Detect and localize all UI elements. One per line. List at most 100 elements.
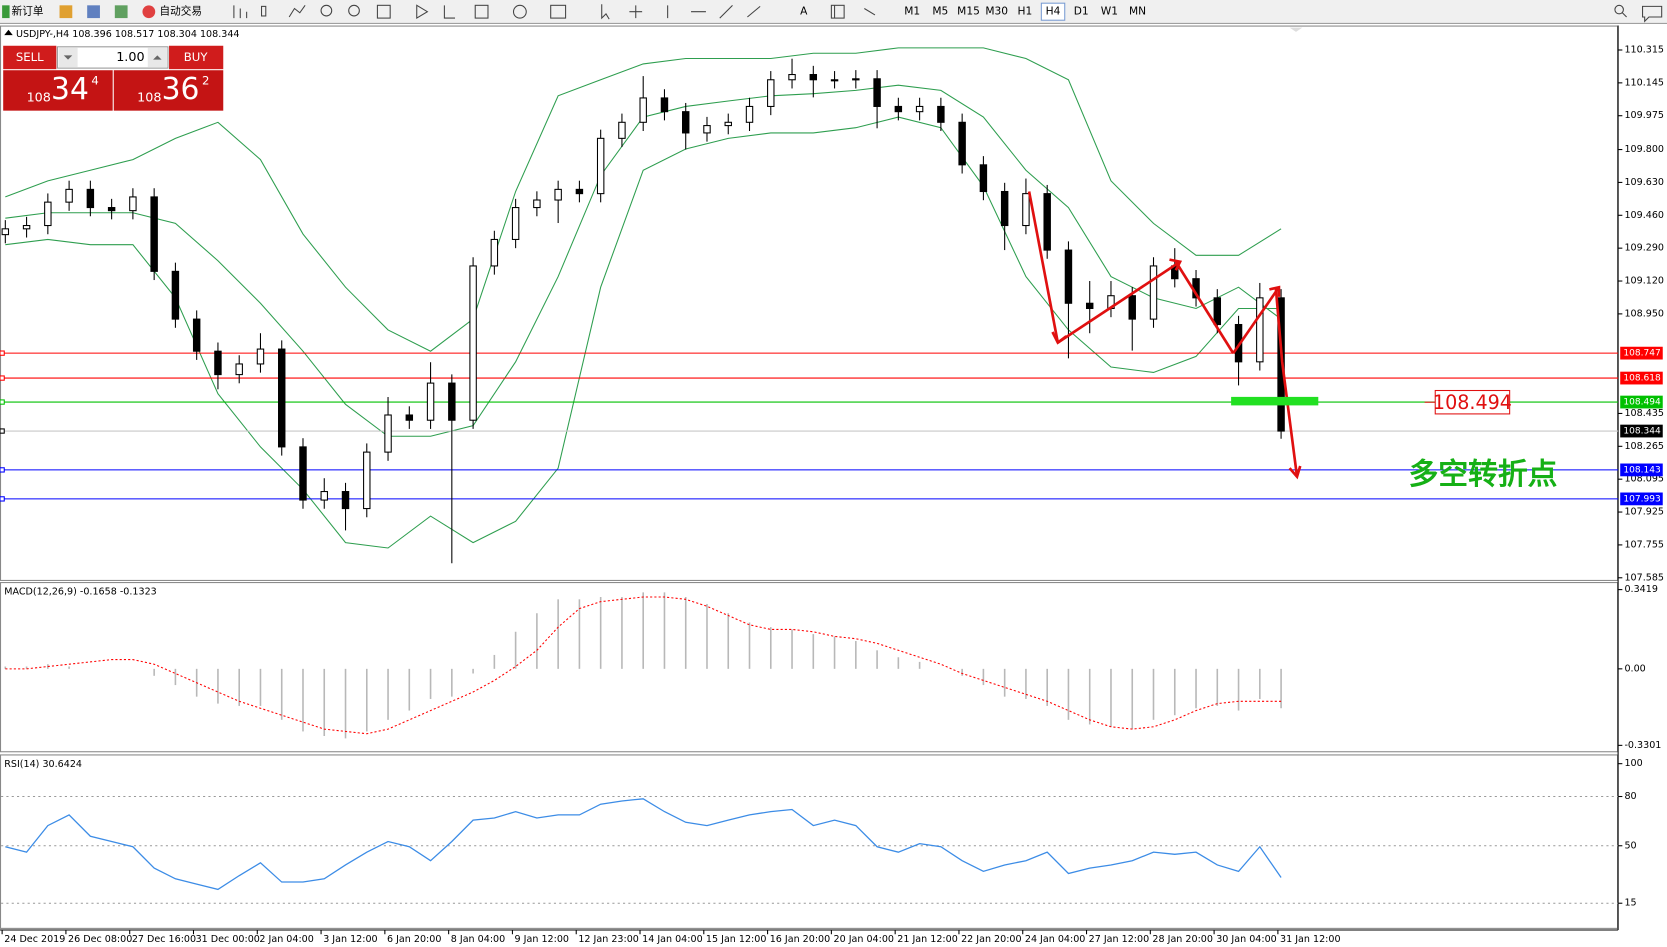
macd-signal (5, 596, 1282, 735)
new-order-icon[interactable] (2, 5, 10, 19)
rsi-line (5, 798, 1282, 891)
macd-tick-label: 0.3419 (1624, 584, 1657, 595)
level-label: 108.747 (1623, 349, 1660, 359)
level-tag (1620, 346, 1663, 360)
indicator-icon[interactable] (474, 4, 489, 19)
level-handle (0, 350, 5, 356)
draw-tools[interactable] (667, 4, 876, 19)
tool-icons (233, 4, 1663, 23)
ask-small: 2 (202, 73, 209, 87)
sell-button[interactable] (3, 45, 57, 70)
candle-body (873, 78, 881, 107)
candle-body (533, 199, 541, 209)
chat-icon[interactable] (1642, 5, 1663, 23)
green-marker (1231, 396, 1319, 406)
auto-trading-button[interactable]: 自动交易 (159, 5, 201, 18)
bid-box[interactable] (3, 70, 113, 111)
shift-marker (1289, 27, 1303, 32)
candle-body (1022, 193, 1030, 227)
shift-icon[interactable] (443, 5, 456, 19)
text-tool[interactable]: A (800, 5, 808, 18)
candle-body (107, 207, 116, 212)
auto-trading-icon[interactable] (142, 5, 156, 19)
candle-body (1043, 193, 1051, 251)
zoom-in[interactable] (320, 4, 333, 17)
level-handle (0, 496, 5, 502)
candle-body (299, 446, 307, 501)
line-icon[interactable] (288, 5, 306, 18)
new-order-button[interactable]: 新订单 (12, 5, 44, 18)
candle-body (1256, 297, 1264, 363)
icon[interactable] (114, 5, 128, 19)
crosshair-icon[interactable] (629, 5, 643, 19)
rsi-label: RSI(14) 30.6424 (4, 758, 82, 769)
level-handle (0, 399, 5, 405)
bid-small: 4 (91, 73, 98, 87)
tile-icon[interactable] (376, 4, 391, 19)
level-tag (1620, 371, 1663, 385)
timeframe-button[interactable]: H1 (1017, 5, 1032, 18)
cursor-icon[interactable] (601, 4, 610, 20)
bid-main: 34 (51, 72, 89, 107)
macd-panel (0, 582, 1619, 753)
time-label: 31 Jan 12:00 (1280, 934, 1341, 945)
timeframes: M1 M5 M15 M30 H1 H4 D1 W1 MN (904, 2, 1146, 21)
zoom-out[interactable] (348, 4, 360, 17)
candle-body (320, 491, 328, 501)
time-label: 16 Jan 20:00 (770, 934, 831, 945)
candle-body (745, 105, 754, 123)
time-label: 15 Jan 12:00 (706, 934, 767, 945)
candle-body (1128, 295, 1136, 320)
timeframe-button[interactable]: M30 (985, 5, 1008, 18)
macd-value: -0.1658 (80, 586, 117, 597)
timeframe-button[interactable]: MN (1129, 5, 1146, 18)
y-tick-label: 107.585 (1624, 572, 1664, 583)
bollinger-upper (5, 47, 1282, 352)
candle-body (958, 121, 966, 166)
template-icon[interactable] (550, 4, 567, 19)
candle-body (192, 318, 201, 352)
sell-label[interactable]: SELL (16, 50, 44, 64)
plot-area: 110.315 110.145 109.975 109.800 109.630 109.4… (0, 44, 1664, 945)
ask-box[interactable] (113, 70, 224, 111)
scroll-icon[interactable] (416, 4, 429, 20)
time-label: 2 Jan 04:00 (259, 934, 313, 945)
candle-body (363, 451, 371, 510)
timeframe-button[interactable]: D1 (1074, 5, 1089, 18)
candle-icon[interactable] (261, 5, 267, 17)
toolbar: 新订单 自动交易 A M1 M5 M15 M30 H1 H4 D1 W1 MN (0, 0, 1667, 24)
ohlc-low: 108.304 (157, 29, 197, 40)
timeframe-button[interactable]: M5 (932, 5, 948, 18)
bar-chart-icon[interactable] (233, 5, 248, 19)
candle-body (490, 238, 499, 267)
buy-button[interactable] (169, 45, 224, 70)
macd-tick-label: 0.00 (1624, 663, 1645, 674)
y-tick-label: 109.975 (1624, 110, 1664, 121)
buy-label[interactable]: BUY (184, 50, 209, 64)
y-tick-label: 108.435 (1624, 408, 1664, 419)
candle-body (894, 105, 903, 113)
candle-body (341, 491, 350, 510)
y-tick-label: 107.925 (1624, 507, 1664, 518)
y-tick-label: 110.145 (1624, 77, 1664, 88)
macd-name: MACD(12,26,9) (4, 586, 77, 597)
y-tick-label: 109.630 (1624, 177, 1664, 188)
level-tag (1620, 463, 1663, 477)
search-icon[interactable] (1614, 4, 1624, 15)
candle-body (1213, 297, 1222, 326)
timeframe-button[interactable]: M15 (957, 5, 980, 18)
lot-value[interactable]: 1.00 (116, 50, 144, 65)
lot-field[interactable] (56, 46, 169, 69)
candle-body (830, 79, 839, 82)
symbol-header: USDJPY-,H4 108.396 108.517 108.304 108.3… (16, 29, 240, 40)
icon[interactable] (87, 5, 100, 19)
timeframe-button[interactable]: H4 (1046, 5, 1061, 18)
level-tag (1620, 395, 1663, 409)
timeframe-button[interactable]: M1 (904, 5, 920, 18)
period-icon[interactable] (512, 4, 527, 19)
label-icon[interactable] (830, 4, 845, 19)
candle-body (129, 196, 137, 212)
timeframe-button[interactable]: W1 (1101, 5, 1118, 18)
icon[interactable] (59, 5, 73, 19)
candle-body (809, 74, 818, 81)
